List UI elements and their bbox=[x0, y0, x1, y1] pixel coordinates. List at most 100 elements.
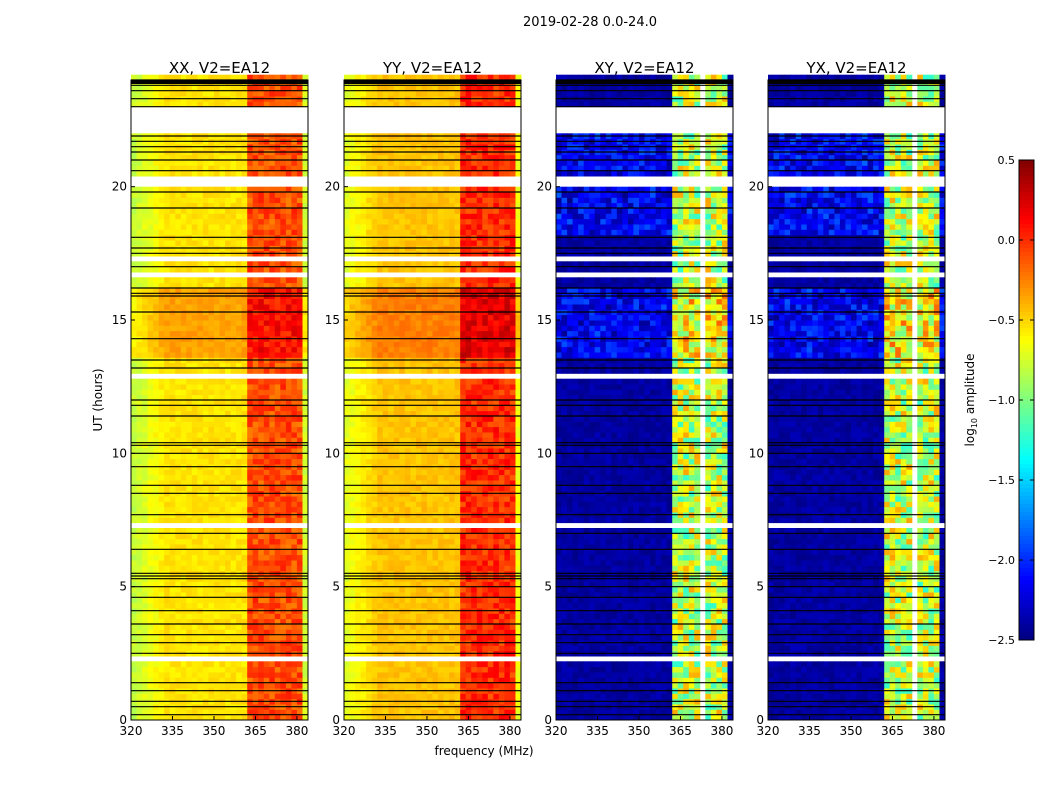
heatmap-cell bbox=[504, 517, 511, 524]
heatmap-cell bbox=[136, 528, 143, 534]
heatmap-cell bbox=[302, 325, 309, 332]
heatmap-cell bbox=[169, 661, 176, 668]
heatmap-cell bbox=[158, 693, 165, 700]
heatmap-cell bbox=[136, 192, 143, 198]
heatmap-cell bbox=[296, 560, 303, 566]
heatmap-cell bbox=[147, 624, 154, 630]
heatmap-cell bbox=[214, 266, 220, 273]
heatmap-cell bbox=[241, 682, 248, 689]
heatmap-cell bbox=[269, 314, 276, 321]
heatmap-cell bbox=[269, 154, 276, 161]
heatmap-cell bbox=[131, 421, 137, 428]
heatmap-cell bbox=[247, 90, 254, 97]
heatmap-cell bbox=[493, 544, 500, 550]
heatmap-cell bbox=[175, 170, 182, 177]
heatmap-cell bbox=[438, 693, 444, 700]
heatmap-cell bbox=[247, 362, 254, 369]
heatmap-cell bbox=[191, 405, 198, 412]
heatmap-cell bbox=[515, 533, 522, 540]
heatmap-cell bbox=[208, 85, 215, 92]
heatmap-cell bbox=[280, 714, 287, 721]
heatmap-cell bbox=[142, 213, 149, 220]
heatmap-cell bbox=[427, 634, 433, 641]
heatmap-cell bbox=[164, 453, 171, 460]
heatmap-cell bbox=[449, 533, 456, 540]
heatmap-cell bbox=[291, 341, 298, 348]
heatmap-cell bbox=[169, 213, 176, 220]
heatmap-cell bbox=[280, 90, 287, 97]
heatmap-cell bbox=[302, 565, 309, 572]
heatmap-cell bbox=[252, 282, 259, 289]
heatmap-cell bbox=[509, 538, 516, 545]
heatmap-cell bbox=[236, 282, 243, 289]
heatmap-cell bbox=[164, 346, 171, 353]
heatmap-cell bbox=[377, 618, 384, 625]
heatmap-cell bbox=[263, 368, 270, 374]
heatmap-cell bbox=[388, 613, 395, 620]
heatmap-cell bbox=[465, 592, 472, 598]
heatmap-cell bbox=[164, 469, 171, 476]
heatmap-cell bbox=[393, 538, 400, 545]
heatmap-cell bbox=[302, 682, 309, 689]
heatmap-cell bbox=[460, 709, 467, 716]
heatmap-cell bbox=[208, 218, 215, 225]
heatmap-cell bbox=[142, 533, 149, 540]
heatmap-cell bbox=[258, 618, 265, 625]
heatmap-cell bbox=[136, 533, 143, 540]
heatmap-cell bbox=[247, 501, 254, 508]
heatmap-cell bbox=[471, 496, 478, 502]
heatmap-cell bbox=[236, 538, 243, 545]
heatmap-cell bbox=[449, 506, 456, 513]
heatmap-cell bbox=[296, 709, 303, 716]
heatmap-cell bbox=[236, 634, 243, 641]
heatmap-cell bbox=[230, 682, 237, 689]
heatmap-cell bbox=[388, 480, 395, 486]
heatmap-cell bbox=[349, 714, 356, 721]
heatmap-cell bbox=[169, 282, 176, 289]
heatmap-cell bbox=[482, 485, 489, 492]
heatmap-cell bbox=[291, 544, 298, 550]
heatmap-cell bbox=[147, 229, 154, 236]
heatmap-cell bbox=[241, 261, 248, 268]
heatmap-cell bbox=[360, 624, 367, 630]
heatmap-cell bbox=[131, 362, 137, 369]
heatmap-cell bbox=[302, 202, 309, 209]
heatmap-cell bbox=[169, 645, 176, 652]
heatmap-cell bbox=[225, 517, 231, 524]
heatmap-cell bbox=[136, 661, 143, 668]
heatmap-cell bbox=[208, 389, 215, 396]
heatmap-cell bbox=[269, 384, 276, 390]
heatmap-cell bbox=[498, 629, 505, 636]
heatmap-cell bbox=[208, 160, 215, 166]
heatmap-cell bbox=[258, 186, 265, 193]
heatmap-cell bbox=[219, 613, 226, 620]
heatmap-cell bbox=[471, 634, 478, 641]
heatmap-cell bbox=[191, 432, 198, 438]
heatmap-cell bbox=[296, 277, 303, 284]
heatmap-cell bbox=[476, 538, 483, 545]
heatmap-cell bbox=[186, 74, 193, 81]
heatmap-cell bbox=[296, 90, 303, 97]
heatmap-cell bbox=[438, 485, 444, 492]
heatmap-cell bbox=[302, 218, 309, 225]
heatmap-cell bbox=[236, 602, 243, 609]
heatmap-cell bbox=[175, 410, 182, 417]
heatmap-cell bbox=[296, 592, 303, 598]
heatmap-cell bbox=[291, 677, 298, 684]
heatmap-cell bbox=[291, 565, 298, 572]
heatmap-cell bbox=[252, 613, 259, 620]
heatmap-cell bbox=[147, 432, 154, 438]
heatmap-cell bbox=[186, 213, 193, 220]
heatmap-cell bbox=[197, 666, 204, 673]
heatmap-cell bbox=[274, 362, 281, 369]
heatmap-cell bbox=[355, 613, 362, 620]
heatmap-cell bbox=[438, 645, 444, 652]
y-tick-label: 20 bbox=[112, 180, 127, 194]
heatmap-cell bbox=[142, 666, 149, 673]
heatmap-cell bbox=[236, 378, 243, 385]
heatmap-cell bbox=[247, 453, 254, 460]
heatmap-cell bbox=[197, 517, 204, 524]
heatmap-cell bbox=[169, 298, 176, 305]
heatmap-cell bbox=[382, 474, 389, 481]
heatmap-cell bbox=[280, 586, 287, 593]
